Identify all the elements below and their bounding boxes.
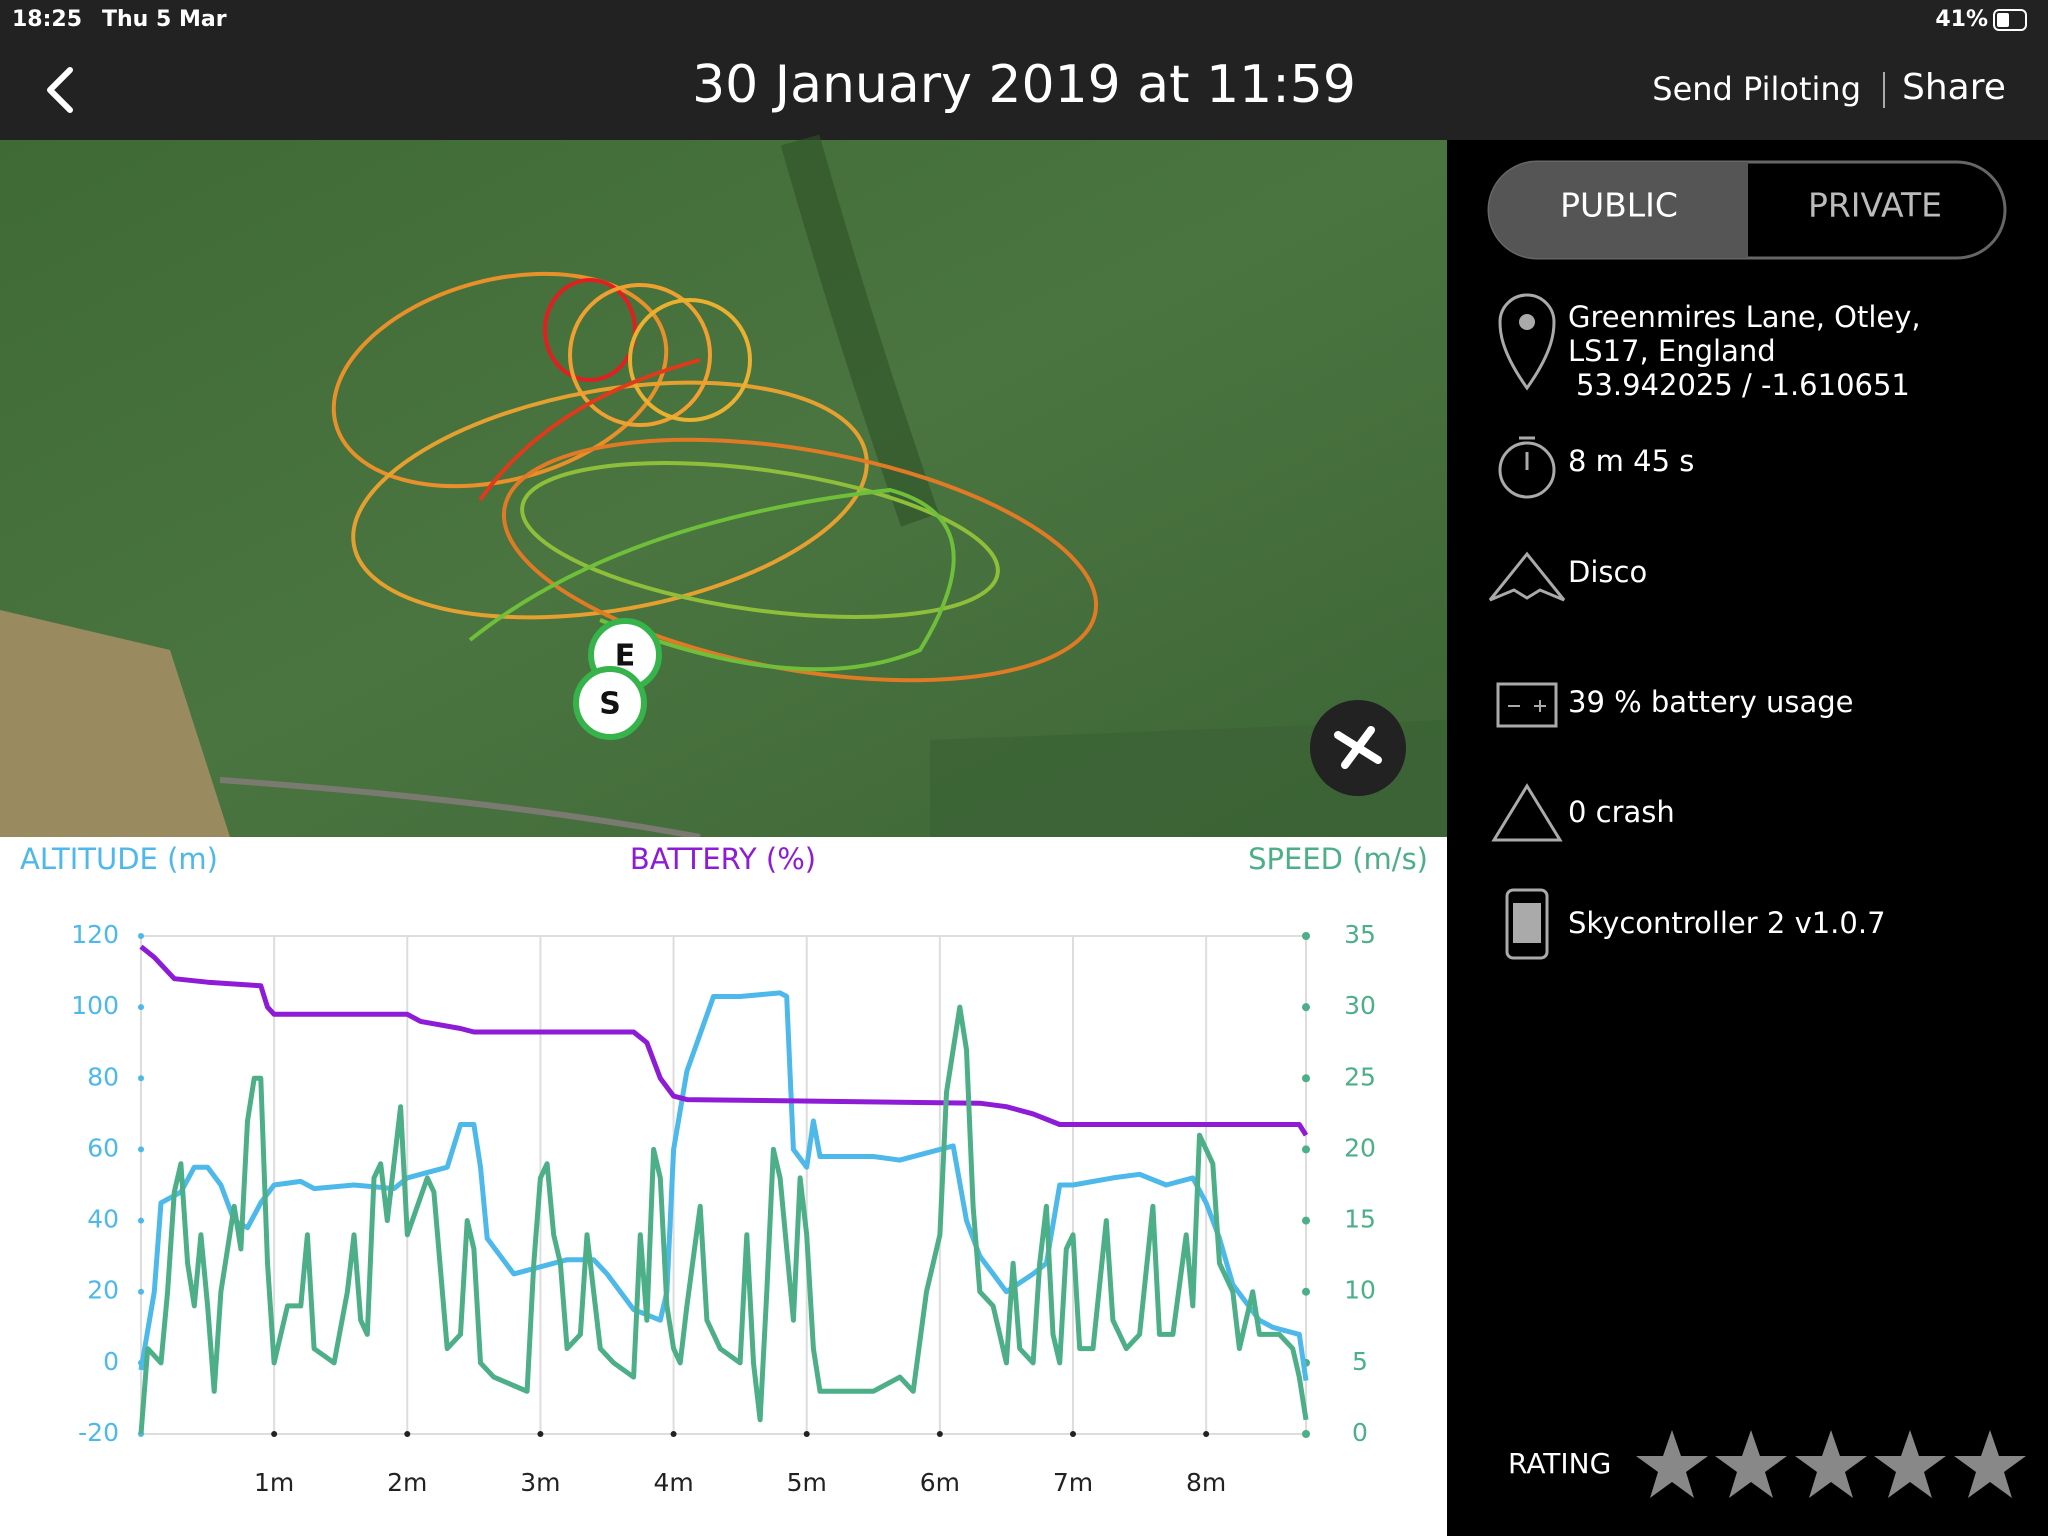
x-tick-mark <box>803 1431 810 1437</box>
y-tick-mark <box>138 1288 144 1295</box>
controller-icon-screen <box>1513 903 1541 943</box>
drone-model: Disco <box>1568 555 1647 589</box>
y-tick-mark <box>138 1146 144 1153</box>
x-tick-mark <box>271 1431 278 1437</box>
y2-tick-label: 20 <box>1344 1133 1376 1162</box>
status-battery: 41% <box>1935 7 1988 32</box>
x-tick-mark <box>1070 1431 1076 1437</box>
status-date: Thu 5 Mar <box>102 7 227 32</box>
x-tick-label: 2m <box>387 1468 427 1497</box>
y2-tick-label: 0 <box>1352 1418 1368 1447</box>
battery-icon <box>1993 9 2027 31</box>
location-line: LS17, England <box>1568 334 1776 368</box>
crash-icon <box>1491 783 1563 842</box>
y2-tick-label: 15 <box>1344 1205 1376 1234</box>
start-marker-label: S <box>599 687 621 722</box>
duration-icon <box>1498 441 1556 499</box>
y2-tick-mark <box>1302 1145 1310 1154</box>
battery-usage-icon-signs <box>1508 700 1546 712</box>
y2-tick-mark <box>1302 1074 1310 1083</box>
map-trees <box>780 134 939 527</box>
y-tick-label: 60 <box>87 1133 119 1162</box>
y-tick-label: 120 <box>71 920 119 949</box>
public-selected-bg <box>1489 162 1748 258</box>
legend-entry: SPEED (m/s) <box>1248 842 1428 876</box>
controller: Skycontroller 2 v1.0.7 <box>1568 906 1886 940</box>
y2-tick-mark <box>1302 1287 1310 1296</box>
drone-icon <box>1488 551 1566 602</box>
duration-icon-hand <box>1519 436 1535 470</box>
battery-usage-icon <box>1496 682 1558 728</box>
x-tick-label: 6m <box>920 1468 960 1497</box>
series-line <box>139 944 1309 1137</box>
legend-entry: BATTERY (%) <box>630 842 816 876</box>
x-tick-label: 8m <box>1186 1468 1226 1497</box>
y-tick-label: 40 <box>87 1205 119 1234</box>
map-road <box>219 777 701 840</box>
y-tick-label: 20 <box>87 1276 119 1305</box>
location-icon-dot <box>1519 314 1535 330</box>
y2-tick-label: 10 <box>1344 1276 1376 1305</box>
y-tick-mark <box>138 1004 144 1011</box>
location-line: Greenmires Lane, Otley, <box>1568 300 1921 334</box>
rating-stars[interactable] <box>1636 1430 2026 1498</box>
y-tick-mark <box>138 1217 144 1224</box>
x-tick-mark <box>936 1431 943 1437</box>
y2-tick-mark <box>1302 932 1310 940</box>
map <box>0 140 1447 837</box>
y-tick-label: -20 <box>78 1418 119 1447</box>
private-option[interactable]: PRIVATE <box>1808 186 1942 225</box>
x-tick-label: 1m <box>254 1468 294 1497</box>
x-tick-label: 5m <box>787 1468 827 1497</box>
y-tick-mark <box>138 933 144 939</box>
series-line <box>138 1004 1309 1435</box>
y2-tick-label: 25 <box>1344 1062 1376 1091</box>
share-button[interactable]: Share <box>1902 67 2006 108</box>
x-tick-label: 3m <box>520 1468 560 1497</box>
x-tick-mark <box>1203 1431 1210 1437</box>
start-marker <box>573 666 647 740</box>
controller-icon <box>1505 888 1549 960</box>
flight-path <box>331 271 1099 683</box>
page-title: 30 January 2019 at 11:59 <box>692 55 1356 115</box>
header-bar <box>0 0 2048 140</box>
location-icon <box>1498 293 1556 391</box>
status-time: 18:25 <box>12 7 82 32</box>
y2-tick-mark <box>1302 1003 1310 1012</box>
y2-tick-label: 5 <box>1352 1347 1368 1376</box>
y-tick-label: 0 <box>103 1347 119 1376</box>
back-button[interactable] <box>47 67 73 113</box>
battery-level <box>1997 13 2009 27</box>
battery-usage: 39 % battery usage <box>1568 685 1853 719</box>
y-tick-mark <box>138 1075 144 1082</box>
x-tick-mark <box>537 1431 544 1437</box>
x-tick-mark <box>404 1431 411 1437</box>
chart-panel <box>0 837 1447 1536</box>
map-field <box>0 610 230 837</box>
series-line <box>138 990 1309 1381</box>
satellite-icon <box>1334 726 1382 769</box>
y2-tick-mark <box>1302 1430 1310 1438</box>
location-coordinates: 53.942025 / -1.610651 <box>1576 368 1910 402</box>
y-tick-label: 80 <box>87 1062 119 1091</box>
y2-tick-label: 35 <box>1344 920 1376 949</box>
x-tick-label: 7m <box>1053 1468 1093 1497</box>
public-option[interactable]: PUBLIC <box>1560 186 1678 225</box>
send-piloting-button[interactable]: Send Piloting <box>1652 70 1861 108</box>
y2-tick-label: 30 <box>1344 991 1376 1020</box>
x-tick-mark <box>670 1431 677 1437</box>
chart: 1m 2m 3m 4m 5m 6m 7m 8m -20 0 20 40 60 80 100 120 0 5 10 15… <box>20 842 1428 1497</box>
rating-label: RATING <box>1508 1447 1611 1480</box>
sidebar <box>1447 140 2048 1536</box>
end-marker-label: E <box>615 639 636 674</box>
legend-entry: ALTITUDE (m) <box>20 842 218 876</box>
y2-tick-mark <box>1302 1216 1310 1225</box>
x-tick-label: 4m <box>653 1468 693 1497</box>
duration: 8 m 45 s <box>1568 444 1694 478</box>
crash-count: 0 crash <box>1568 795 1675 829</box>
y-tick-label: 100 <box>71 991 119 1020</box>
